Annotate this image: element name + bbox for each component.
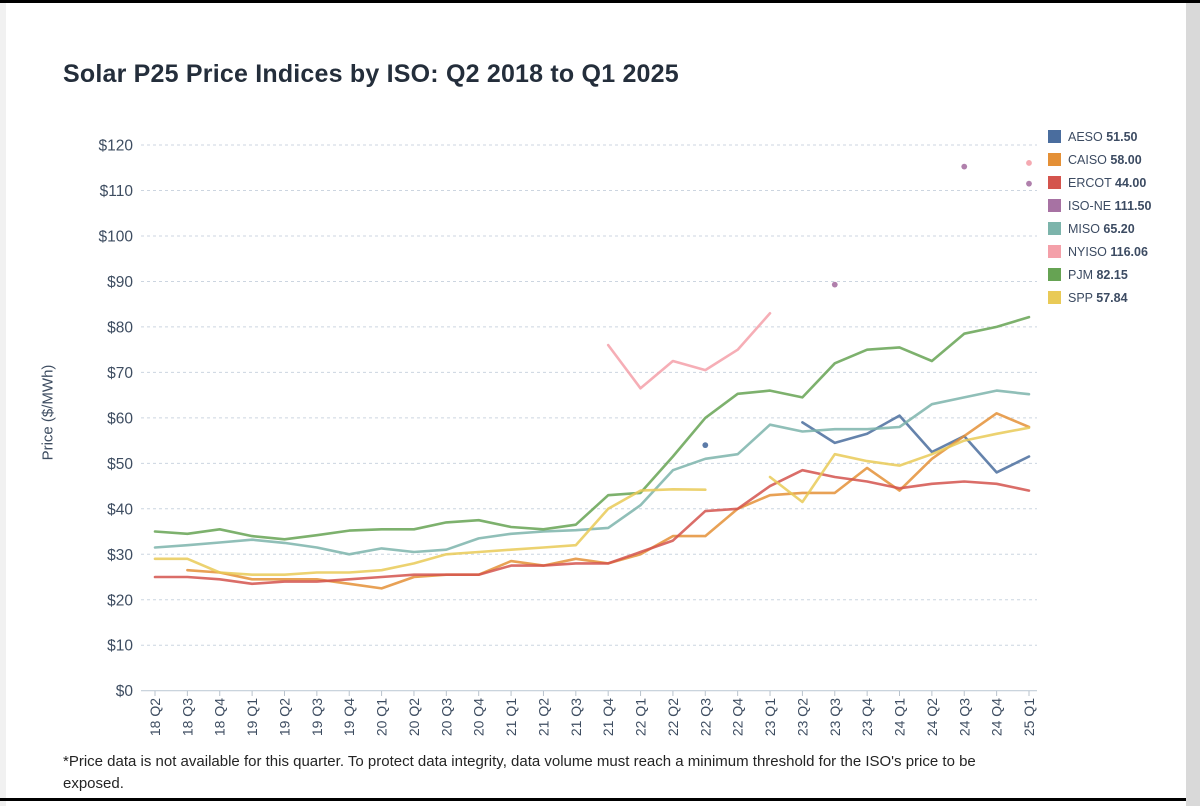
- series-ISO-NE[interactable]: [831, 163, 1032, 288]
- legend-swatch-ERCOT: [1048, 176, 1061, 189]
- legend-label-AESO: AESO 51.50: [1068, 129, 1138, 144]
- page-right-edge: [1186, 0, 1200, 806]
- series-SPP[interactable]: [153, 426, 1031, 577]
- series-line-ERCOT[interactable]: [153, 468, 1031, 586]
- y-tick-label: $120: [99, 138, 134, 155]
- x-tick-label: 19 Q1: [244, 698, 260, 736]
- x-tick-label: 19 Q2: [276, 698, 292, 736]
- legend-item-ERCOT[interactable]: ERCOT 44.00: [1048, 175, 1151, 190]
- y-tick-label: $20: [107, 592, 133, 609]
- legend-item-CAISO[interactable]: CAISO 58.00: [1048, 152, 1151, 167]
- data-point-ISO-NE[interactable]: [831, 281, 838, 288]
- footnote-line-1: *Price data is not available for this qu…: [63, 753, 976, 770]
- x-tick-label: 20 Q4: [471, 698, 487, 736]
- series-MISO[interactable]: [153, 389, 1031, 556]
- x-tick-label: 21 Q3: [568, 698, 584, 736]
- x-tick-label: 20 Q3: [438, 698, 454, 736]
- data-point-AESO[interactable]: [702, 442, 709, 449]
- legend-label-CAISO: CAISO 58.00: [1068, 152, 1142, 167]
- series-line-SPP[interactable]: [768, 426, 1031, 504]
- legend-label-MISO: MISO 65.20: [1068, 221, 1135, 236]
- y-tick-label: $50: [107, 456, 133, 473]
- y-tick-label: $30: [107, 547, 133, 564]
- x-tick-label: 22 Q2: [665, 698, 681, 736]
- y-tick-label: $40: [107, 501, 133, 518]
- x-tick-label: 18 Q3: [179, 698, 195, 736]
- x-tick-label: 22 Q3: [697, 698, 713, 736]
- series-line-NYISO[interactable]: [606, 311, 772, 390]
- legend-label-ERCOT: ERCOT 44.00: [1068, 175, 1147, 190]
- legend-label-ISO-NE: ISO-NE 111.50: [1068, 198, 1152, 213]
- y-tick-label: $70: [107, 365, 133, 382]
- x-tick-label: 21 Q1: [503, 698, 519, 736]
- y-tick-label: $90: [107, 274, 133, 291]
- legend-swatch-ISO-NE: [1048, 199, 1061, 212]
- page-left-edge: [0, 0, 6, 806]
- y-axis-title: Price ($/MWh): [39, 364, 57, 461]
- x-tick-label: 25 Q1: [1021, 698, 1037, 736]
- data-point-NYISO[interactable]: [1026, 160, 1032, 166]
- legend-item-MISO[interactable]: MISO 65.20: [1048, 221, 1151, 236]
- bottom-border: [0, 798, 1186, 801]
- x-tick-label: 23 Q4: [859, 698, 875, 736]
- legend-swatch-NYISO: [1048, 245, 1061, 258]
- legend: AESO 51.50 CAISO 58.00 ERCOT 44.00 ISO-NE 1…: [1048, 130, 1151, 314]
- page-title: Solar P25 Price Indices by ISO: Q2 2018 …: [63, 60, 679, 88]
- y-tick-label: $10: [107, 638, 133, 655]
- legend-label-SPP: SPP 57.84: [1068, 290, 1128, 305]
- x-tick-label: 24 Q3: [956, 698, 972, 736]
- legend-item-SPP[interactable]: SPP 57.84: [1048, 290, 1151, 305]
- footnote-line-2: exposed.: [63, 775, 124, 792]
- legend-swatch-MISO: [1048, 222, 1061, 235]
- x-tick-label: 18 Q2: [147, 698, 163, 736]
- x-tick-label: 20 Q2: [406, 698, 422, 736]
- x-tick-label: 19 Q4: [341, 698, 357, 736]
- x-tick-label: 23 Q3: [827, 698, 843, 736]
- y-tick-label: $0: [116, 683, 134, 700]
- series-NYISO[interactable]: [606, 160, 1032, 390]
- series-line-MISO[interactable]: [153, 389, 1031, 556]
- y-tick-label: $80: [107, 319, 133, 336]
- x-tick-label: 20 Q1: [374, 698, 390, 736]
- series-AESO[interactable]: [702, 414, 1031, 474]
- legend-item-ISO-NE[interactable]: ISO-NE 111.50: [1048, 198, 1152, 213]
- legend-swatch-SPP: [1048, 291, 1061, 304]
- legend-swatch-PJM: [1048, 268, 1061, 281]
- x-tick-label: 22 Q4: [730, 698, 746, 736]
- data-point-ISO-NE[interactable]: [961, 163, 968, 170]
- footnote: *Price data is not available for this qu…: [63, 751, 1178, 795]
- legend-swatch-AESO: [1048, 130, 1061, 143]
- legend-item-NYISO[interactable]: NYISO 116.06: [1048, 244, 1151, 259]
- legend-item-PJM[interactable]: PJM 82.15: [1048, 267, 1151, 282]
- legend-label-PJM: PJM 82.15: [1068, 267, 1128, 282]
- y-tick-label: $60: [107, 410, 133, 427]
- x-tick-label: 22 Q1: [633, 698, 649, 736]
- y-tick-label: $100: [99, 228, 134, 245]
- data-point-ISO-NE[interactable]: [1026, 180, 1032, 187]
- x-tick-label: 23 Q1: [762, 698, 778, 736]
- legend-swatch-CAISO: [1048, 153, 1061, 166]
- legend-label-NYISO: NYISO 116.06: [1068, 244, 1148, 259]
- y-tick-label: $110: [100, 183, 134, 200]
- series-line-SPP[interactable]: [153, 487, 707, 577]
- x-tick-label: 19 Q3: [309, 698, 325, 736]
- series-line-PJM[interactable]: [153, 315, 1031, 541]
- x-tick-label: 21 Q4: [600, 698, 616, 736]
- x-tick-label: 24 Q2: [924, 698, 940, 736]
- x-tick-label: 24 Q1: [892, 698, 908, 736]
- series-PJM[interactable]: [153, 315, 1031, 541]
- x-tick-label: 18 Q4: [212, 698, 228, 736]
- x-tick-label: 24 Q4: [989, 698, 1005, 736]
- series-ERCOT[interactable]: [153, 468, 1031, 586]
- series-line-AESO[interactable]: [801, 414, 1031, 474]
- legend-item-AESO[interactable]: AESO 51.50: [1048, 129, 1151, 144]
- x-tick-label: 21 Q2: [535, 698, 551, 736]
- top-border: [0, 0, 1200, 3]
- x-tick-label: 23 Q2: [794, 698, 810, 736]
